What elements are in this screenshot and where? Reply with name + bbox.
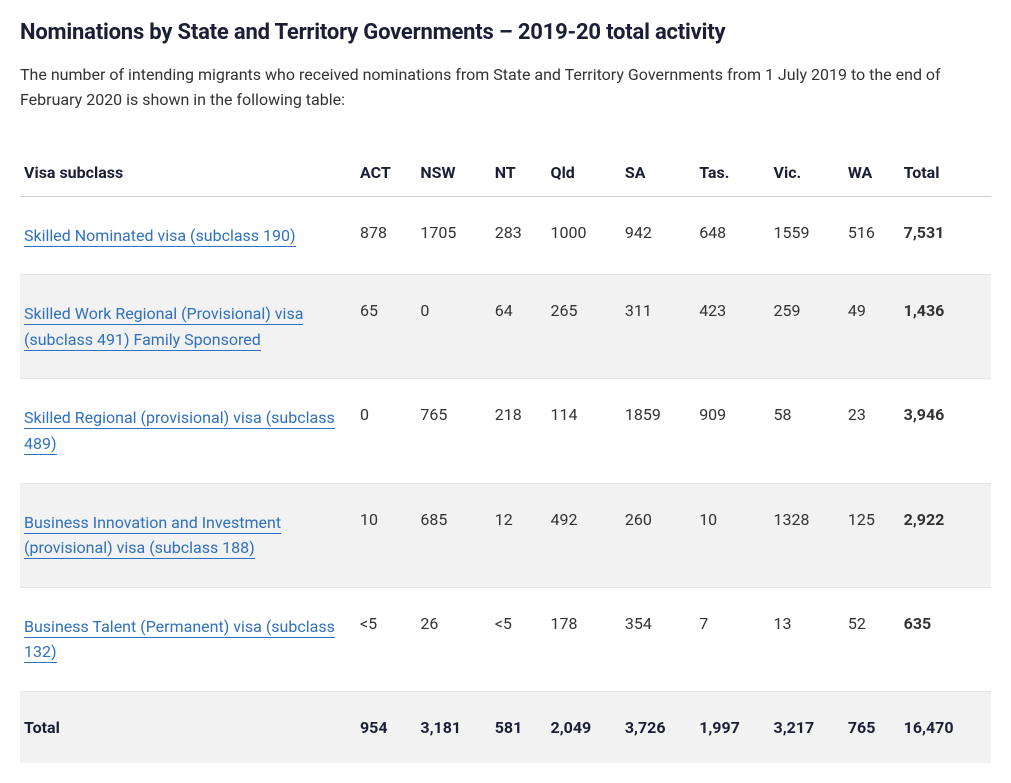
table-row: Skilled Regional (provisional) visa (sub… — [20, 379, 991, 483]
cell: 64 — [495, 275, 551, 379]
cell: 311 — [625, 275, 699, 379]
cell: 178 — [551, 587, 625, 691]
cell: 492 — [551, 483, 625, 587]
cell: 909 — [699, 379, 773, 483]
cell: 218 — [495, 379, 551, 483]
visa-link[interactable]: Skilled Nominated visa (subclass 190) — [24, 226, 296, 247]
cell: 354 — [625, 587, 699, 691]
cell: 125 — [848, 483, 904, 587]
cell: 10 — [699, 483, 773, 587]
cell: 765 — [420, 379, 494, 483]
intro-paragraph: The number of intending migrants who rec… — [20, 63, 980, 113]
table-row: Skilled Work Regional (Provisional) visa… — [20, 275, 991, 379]
visa-link[interactable]: Business Innovation and Investment (prov… — [24, 513, 281, 560]
col-total: Total — [904, 149, 991, 197]
cell: 12 — [495, 483, 551, 587]
cell: 1705 — [420, 196, 494, 275]
totals-cell: 3,181 — [420, 691, 494, 763]
cell: 7 — [699, 587, 773, 691]
col-wa: WA — [848, 149, 904, 197]
totals-cell: 2,049 — [551, 691, 625, 763]
col-act: ACT — [360, 149, 420, 197]
row-total: 1,436 — [904, 275, 991, 379]
table-header-row: Visa subclass ACT NSW NT Qld SA Tas. Vic… — [20, 149, 991, 197]
visa-link[interactable]: Skilled Regional (provisional) visa (sub… — [24, 408, 335, 455]
row-total: 7,531 — [904, 196, 991, 275]
cell: 1000 — [551, 196, 625, 275]
cell: 1328 — [774, 483, 848, 587]
totals-cell: 954 — [360, 691, 420, 763]
col-qld: Qld — [551, 149, 625, 197]
cell: 0 — [420, 275, 494, 379]
totals-cell: 581 — [495, 691, 551, 763]
cell: 259 — [774, 275, 848, 379]
row-total: 635 — [904, 587, 991, 691]
cell: 23 — [848, 379, 904, 483]
cell: 423 — [699, 275, 773, 379]
totals-label: Total — [20, 691, 360, 763]
nominations-table: Visa subclass ACT NSW NT Qld SA Tas. Vic… — [20, 149, 991, 763]
cell: 26 — [420, 587, 494, 691]
cell: 0 — [360, 379, 420, 483]
cell: 265 — [551, 275, 625, 379]
cell: 685 — [420, 483, 494, 587]
totals-cell: 3,217 — [774, 691, 848, 763]
cell: 58 — [774, 379, 848, 483]
cell: 65 — [360, 275, 420, 379]
cell: <5 — [360, 587, 420, 691]
cell: 49 — [848, 275, 904, 379]
cell: 942 — [625, 196, 699, 275]
row-total: 3,946 — [904, 379, 991, 483]
table-row: Business Talent (Permanent) visa (subcla… — [20, 587, 991, 691]
table-row: Skilled Nominated visa (subclass 190) 87… — [20, 196, 991, 275]
table-row: Business Innovation and Investment (prov… — [20, 483, 991, 587]
cell: 648 — [699, 196, 773, 275]
cell: 516 — [848, 196, 904, 275]
col-nsw: NSW — [420, 149, 494, 197]
cell: <5 — [495, 587, 551, 691]
cell: 283 — [495, 196, 551, 275]
cell: 52 — [848, 587, 904, 691]
cell: 114 — [551, 379, 625, 483]
col-tas: Tas. — [699, 149, 773, 197]
cell: 1859 — [625, 379, 699, 483]
cell: 1559 — [774, 196, 848, 275]
totals-cell: 1,997 — [699, 691, 773, 763]
grand-total: 16,470 — [904, 691, 991, 763]
page-title: Nominations by State and Territory Gover… — [20, 20, 991, 45]
totals-cell: 3,726 — [625, 691, 699, 763]
cell: 878 — [360, 196, 420, 275]
visa-link[interactable]: Skilled Work Regional (Provisional) visa… — [24, 304, 303, 351]
col-sa: SA — [625, 149, 699, 197]
col-nt: NT — [495, 149, 551, 197]
cell: 10 — [360, 483, 420, 587]
visa-link[interactable]: Business Talent (Permanent) visa (subcla… — [24, 617, 335, 664]
totals-cell: 765 — [848, 691, 904, 763]
col-vic: Vic. — [774, 149, 848, 197]
row-total: 2,922 — [904, 483, 991, 587]
table-body: Skilled Nominated visa (subclass 190) 87… — [20, 196, 991, 763]
cell: 260 — [625, 483, 699, 587]
cell: 13 — [774, 587, 848, 691]
table-totals-row: Total 954 3,181 581 2,049 3,726 1,997 3,… — [20, 691, 991, 763]
col-visa-subclass: Visa subclass — [20, 149, 360, 197]
